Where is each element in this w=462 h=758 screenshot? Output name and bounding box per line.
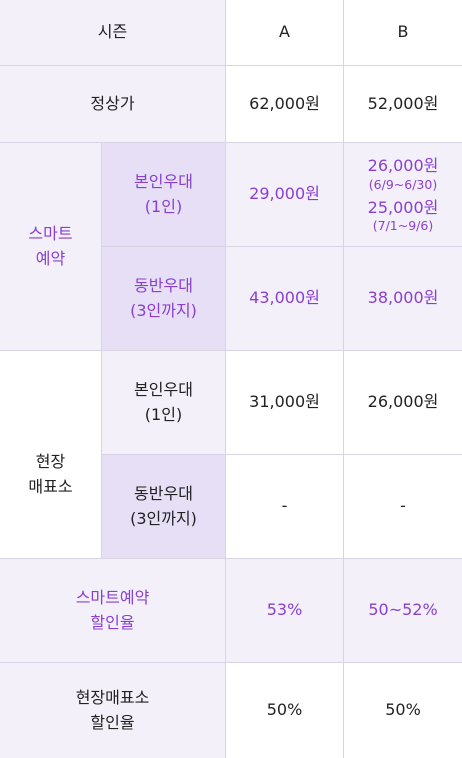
smart-discount-a: 53% xyxy=(226,559,344,663)
smart-self-b-period-1: (6/9~6/30) xyxy=(368,176,438,192)
smart-discount-b: 50~52% xyxy=(344,559,462,663)
smart-companion-a: 43,000원 xyxy=(226,247,344,351)
onsite-discount-label: 현장매표소 할인율 xyxy=(0,663,226,758)
onsite-companion-a: - xyxy=(226,455,344,559)
smart-companion-b: 38,000원 xyxy=(344,247,462,351)
onsite-discount-a: 50% xyxy=(226,663,344,758)
onsite-companion-b: - xyxy=(344,455,462,559)
smart-self-label: 본인우대 (1인) xyxy=(102,143,226,247)
header-season-b: B xyxy=(344,0,462,66)
onsite-companion-label: 동반우대 (3인까지) xyxy=(102,455,226,559)
smart-reservation-group-label: 스마트 예약 xyxy=(0,143,102,351)
onsite-self-label: 본인우대 (1인) xyxy=(102,351,226,455)
regular-price-b: 52,000원 xyxy=(344,66,462,143)
smart-self-b-price-2: 25,000원 xyxy=(367,197,439,217)
header-season-a: A xyxy=(226,0,344,66)
onsite-group-label: 현장 매표소 xyxy=(0,351,102,559)
onsite-self-b: 26,000원 xyxy=(344,351,462,455)
header-season: 시즌 xyxy=(0,0,226,66)
onsite-self-a: 31,000원 xyxy=(226,351,344,455)
smart-self-b-price-1: 26,000원 xyxy=(367,155,439,175)
smart-self-a: 29,000원 xyxy=(226,143,344,247)
smart-discount-label: 스마트예약 할인율 xyxy=(0,559,226,663)
smart-self-b: 26,000원 (6/9~6/30) 25,000원 (7/1~9/6) xyxy=(344,143,462,247)
regular-price-label: 정상가 xyxy=(0,66,226,143)
regular-price-a: 62,000원 xyxy=(226,66,344,143)
smart-self-b-period-2: (7/1~9/6) xyxy=(372,218,434,234)
smart-companion-label: 동반우대 (3인까지) xyxy=(102,247,226,351)
onsite-discount-b: 50% xyxy=(344,663,462,758)
